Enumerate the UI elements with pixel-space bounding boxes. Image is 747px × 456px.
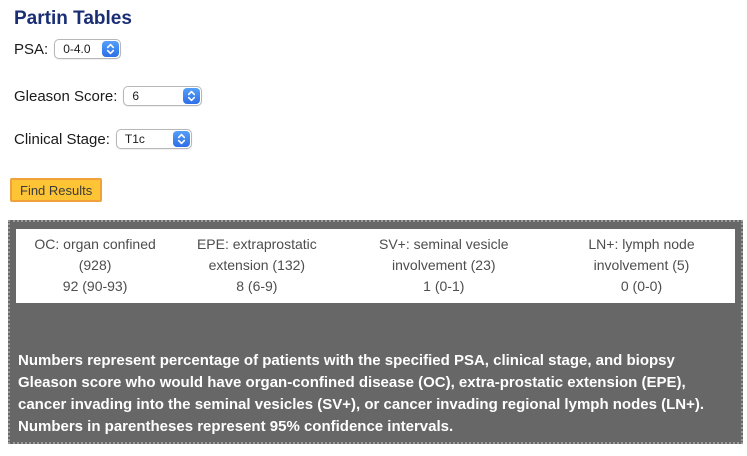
gleason-select[interactable]: 6 bbox=[123, 86, 203, 106]
result-value: 1 (0-1) bbox=[423, 278, 465, 294]
clinical-stage-row: Clinical Stage: T1c bbox=[14, 128, 192, 150]
psa-select-value: 0-4.0 bbox=[63, 42, 91, 56]
select-arrows-icon bbox=[183, 88, 201, 104]
results-panel: OC: organ confined (928) 92 (90-93) EPE:… bbox=[8, 220, 743, 444]
result-header-line: involvement (23) bbox=[392, 257, 496, 273]
result-header-line: involvement (5) bbox=[593, 257, 690, 273]
psa-select[interactable]: 0-4.0 bbox=[54, 39, 122, 59]
result-column-sv: SV+: seminal vesicle involvement (23) 1 … bbox=[340, 234, 549, 297]
result-header-line: extension (132) bbox=[208, 257, 306, 273]
gleason-label: Gleason Score: bbox=[14, 87, 118, 105]
select-arrows-icon bbox=[102, 41, 120, 57]
result-column-epe: EPE: extraprostatic extension (132) 8 (6… bbox=[174, 234, 339, 297]
clinical-stage-label: Clinical Stage: bbox=[14, 130, 110, 148]
gleason-select-value: 6 bbox=[132, 89, 140, 103]
results-table: OC: organ confined (928) 92 (90-93) EPE:… bbox=[16, 229, 735, 303]
result-header-line: (928) bbox=[78, 257, 112, 273]
page-title: Partin Tables bbox=[14, 8, 132, 29]
clinical-stage-select[interactable]: T1c bbox=[115, 129, 192, 149]
result-column-oc: OC: organ confined (928) 92 (90-93) bbox=[16, 234, 174, 297]
psa-label: PSA: bbox=[14, 40, 49, 58]
result-value: 8 (6-9) bbox=[236, 278, 278, 294]
find-results-button[interactable]: Find Results bbox=[10, 178, 103, 202]
gleason-row: Gleason Score: 6 bbox=[14, 85, 203, 107]
result-column-ln: LN+: lymph node involvement (5) 0 (0-0) bbox=[548, 234, 735, 297]
result-header-line: EPE: extraprostatic bbox=[196, 236, 317, 252]
result-header-line: LN+: lymph node bbox=[588, 236, 695, 252]
select-arrows-icon bbox=[172, 131, 190, 147]
result-header-line: SV+: seminal vesicle bbox=[379, 236, 509, 252]
result-header-line: OC: organ confined bbox=[34, 236, 156, 252]
clinical-stage-select-value: T1c bbox=[124, 132, 145, 146]
result-value: 0 (0-0) bbox=[620, 278, 663, 294]
result-value: 92 (90-93) bbox=[62, 278, 128, 294]
psa-row: PSA: 0-4.0 bbox=[14, 38, 122, 60]
results-note: Numbers represent percentage of patients… bbox=[18, 352, 705, 435]
